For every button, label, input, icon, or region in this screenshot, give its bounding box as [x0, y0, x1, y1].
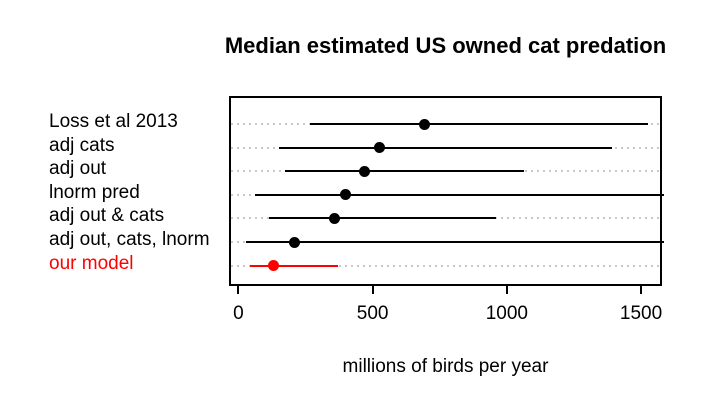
plot-area — [229, 96, 664, 286]
x-tick-label: 1000 — [485, 303, 528, 324]
range-line — [309, 123, 648, 125]
range-line — [255, 193, 664, 196]
category-label: lnorm pred — [49, 181, 140, 203]
median-point — [268, 260, 280, 272]
gridline — [231, 264, 660, 267]
range-line — [279, 146, 613, 149]
category-label: adj cats — [49, 134, 115, 156]
x-tick — [505, 286, 508, 294]
x-tick — [640, 286, 643, 294]
category-label: adj out & cats — [49, 205, 165, 227]
category-label: adj out, cats, lnorm — [49, 229, 210, 250]
category-label: Loss et al 2013 — [49, 111, 178, 132]
x-tick — [371, 286, 374, 294]
x-axis-label: millions of birds per year — [342, 356, 549, 377]
category-label: our model — [49, 252, 134, 274]
x-axis: 0 500 1000 1500 — [229, 286, 662, 346]
x-tick — [237, 286, 240, 294]
median-point — [418, 118, 430, 130]
range-line — [245, 241, 664, 243]
median-point — [329, 212, 341, 224]
chart-title: Median estimated US owned cat predation — [224, 33, 667, 58]
median-point — [288, 236, 300, 248]
category-label: adj out — [49, 158, 107, 180]
median-point — [358, 165, 370, 177]
x-tick-label: 1500 — [619, 303, 663, 324]
x-tick-label: 500 — [356, 303, 389, 324]
range-line — [268, 217, 497, 220]
range-line — [250, 264, 339, 267]
median-point — [340, 189, 352, 201]
x-tick-label: 0 — [233, 303, 244, 324]
range-line — [285, 170, 524, 173]
median-point — [374, 142, 386, 154]
